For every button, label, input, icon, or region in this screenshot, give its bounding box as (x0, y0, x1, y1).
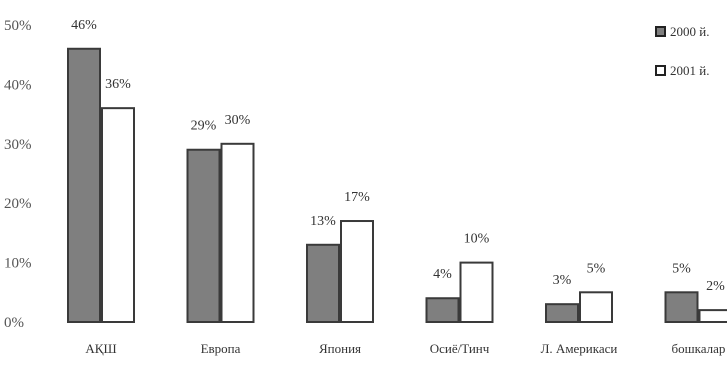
value-label: 5% (672, 261, 691, 276)
y-tick-label: 20% (4, 196, 32, 212)
category-label: бошкалар (672, 341, 726, 356)
bar-series-2 (101, 107, 135, 323)
value-label: 3% (553, 273, 572, 288)
category-label: Л. Америкаси (541, 341, 618, 356)
value-label: 2% (706, 279, 725, 294)
category-labels: АҚШ Европа Япония Осиё/Тинч Л. Америкаси бошк… (85, 341, 725, 356)
category-label: Европа (201, 341, 241, 356)
bar-series-1 (545, 303, 579, 323)
y-tick-label: 30% (4, 137, 32, 153)
bars-group: 46% 36% 29% 30% 13% 17% 4% 10% 3% 5% 5% 2% (67, 18, 727, 324)
bar-series-1 (664, 291, 699, 323)
legend-label: 2000 й. (670, 24, 709, 39)
y-tick-label: 50% (4, 18, 32, 34)
value-label: 4% (433, 267, 452, 282)
bar-series-2 (340, 220, 374, 324)
bar-series-2 (579, 291, 613, 323)
value-label: 5% (587, 261, 606, 276)
legend-swatch (655, 26, 666, 37)
value-label: 17% (344, 190, 370, 205)
bar-series-2 (220, 142, 255, 323)
bar-series-2 (698, 309, 727, 323)
legend-label: 2001 й. (670, 63, 709, 78)
category-label: АҚШ (85, 341, 116, 356)
value-label: 10% (464, 232, 490, 247)
legend-swatch (655, 65, 666, 76)
bar-series-2 (459, 261, 494, 324)
y-axis: 0% 10% 20% 30% 40% 50% (4, 18, 32, 331)
y-tick-label: 40% (4, 77, 32, 93)
bar-series-1 (186, 148, 221, 323)
legend: 2000 й. 2001 й. (655, 24, 709, 78)
category-label: Осиё/Тинч (430, 341, 490, 356)
bar-series-1 (67, 47, 101, 323)
y-tick-label: 0% (4, 315, 24, 331)
value-label: 29% (191, 119, 217, 134)
value-label: 13% (310, 214, 336, 229)
value-label: 46% (71, 18, 97, 33)
y-tick-label: 10% (4, 256, 32, 272)
category-label: Япония (319, 341, 361, 356)
value-label: 36% (105, 77, 131, 92)
bar-series-1 (425, 297, 460, 323)
value-label: 30% (225, 113, 251, 128)
bar-series-1 (306, 243, 340, 323)
